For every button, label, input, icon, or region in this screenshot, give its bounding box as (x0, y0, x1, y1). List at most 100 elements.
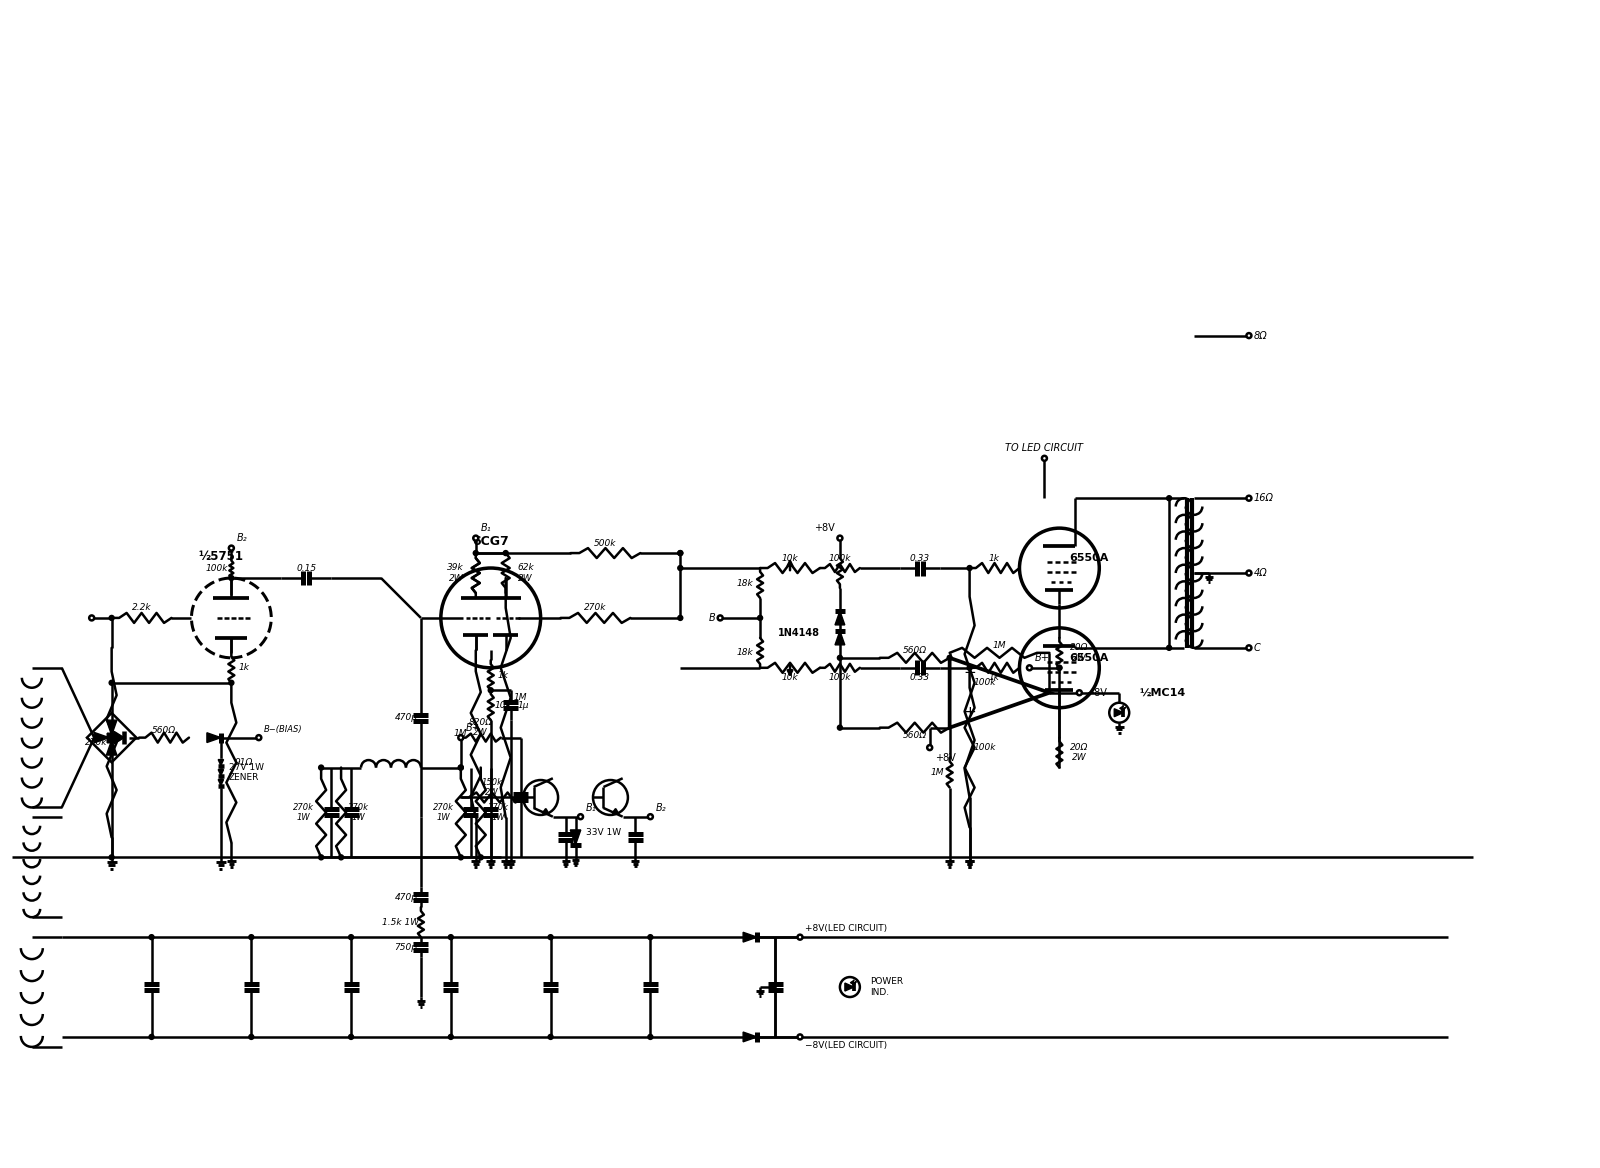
Circle shape (549, 1035, 554, 1040)
Text: −8V(LED CIRCUIT): −8V(LED CIRCUIT) (805, 1041, 886, 1050)
Text: 270k: 270k (85, 738, 107, 748)
Text: 470p: 470p (395, 892, 418, 902)
Text: 560Ω: 560Ω (902, 646, 926, 655)
Circle shape (458, 855, 464, 860)
Circle shape (1246, 646, 1251, 651)
Text: 820Ω
2W: 820Ω 2W (469, 718, 493, 737)
Text: 560Ω: 560Ω (152, 725, 176, 735)
Polygon shape (218, 759, 224, 765)
Circle shape (678, 550, 683, 556)
Text: 1M: 1M (514, 694, 528, 702)
Text: 20Ω
2W: 20Ω 2W (1070, 644, 1088, 662)
Circle shape (718, 616, 723, 620)
Text: 16Ω: 16Ω (1254, 493, 1274, 503)
Circle shape (648, 1035, 653, 1040)
Text: 0.33: 0.33 (910, 673, 930, 682)
Circle shape (458, 735, 464, 741)
Text: 10k: 10k (782, 673, 798, 682)
Circle shape (797, 934, 803, 939)
Text: 18k: 18k (736, 578, 754, 588)
Text: 1k: 1k (989, 554, 1000, 563)
Text: 100k: 100k (973, 743, 995, 752)
Polygon shape (107, 741, 117, 755)
Text: C: C (1254, 642, 1261, 653)
Text: B₂: B₂ (237, 533, 246, 543)
Circle shape (678, 550, 683, 556)
Circle shape (458, 765, 464, 770)
Text: 1M: 1M (992, 641, 1006, 649)
Circle shape (250, 1035, 254, 1040)
Text: B₁: B₁ (586, 802, 597, 813)
Circle shape (1042, 456, 1046, 461)
Text: 470p: 470p (395, 714, 418, 722)
Text: 270k: 270k (584, 604, 606, 612)
Circle shape (109, 680, 114, 686)
Circle shape (1058, 666, 1062, 670)
Text: 750p: 750p (395, 943, 418, 952)
Text: B₂: B₂ (656, 802, 666, 813)
Circle shape (458, 765, 464, 770)
Text: 20Ω
2W: 20Ω 2W (1070, 743, 1088, 763)
Text: 100k: 100k (973, 679, 995, 687)
Polygon shape (107, 721, 117, 735)
Polygon shape (742, 932, 757, 943)
Circle shape (339, 855, 344, 860)
Text: 100k: 100k (829, 673, 851, 682)
Text: 6CG7: 6CG7 (472, 535, 509, 548)
Polygon shape (218, 770, 224, 776)
Circle shape (474, 550, 478, 556)
Text: −8V: −8V (1086, 688, 1107, 697)
Text: B₁: B₁ (480, 523, 491, 533)
Text: 270k
1W: 270k 1W (434, 802, 454, 822)
Text: 18k: 18k (736, 648, 754, 658)
Circle shape (966, 666, 973, 670)
Text: 91Ω: 91Ω (235, 758, 253, 767)
Bar (86, 712, 136, 763)
Polygon shape (206, 732, 221, 743)
Text: 100k: 100k (829, 554, 851, 563)
Polygon shape (94, 732, 109, 743)
Text: 500k: 500k (594, 538, 616, 548)
Text: +: + (963, 705, 976, 721)
Text: 1M: 1M (454, 729, 467, 738)
Circle shape (504, 550, 509, 556)
Text: 270k
1W: 270k 1W (349, 802, 370, 822)
Circle shape (478, 855, 483, 860)
Text: 10k: 10k (782, 554, 798, 563)
Text: 1N4148: 1N4148 (778, 628, 819, 638)
Text: B: B (709, 613, 715, 623)
Circle shape (349, 934, 354, 939)
Text: 1.5k 1W: 1.5k 1W (382, 918, 419, 926)
Circle shape (837, 655, 842, 660)
Circle shape (229, 576, 234, 580)
Circle shape (549, 934, 554, 939)
Text: 0.33: 0.33 (910, 554, 930, 563)
Polygon shape (835, 631, 845, 645)
Text: −: − (963, 666, 976, 680)
Text: 560Ω: 560Ω (902, 731, 926, 739)
Circle shape (448, 1035, 453, 1040)
Text: B−(BIAS): B−(BIAS) (264, 724, 302, 734)
Polygon shape (570, 830, 581, 844)
Circle shape (1166, 646, 1171, 651)
Text: 2.2k: 2.2k (131, 604, 152, 612)
Text: B+: B+ (1035, 653, 1050, 662)
Text: +8V: +8V (814, 523, 835, 533)
Circle shape (109, 855, 114, 860)
Circle shape (318, 855, 323, 860)
Circle shape (648, 814, 653, 819)
Text: B+: B+ (466, 723, 480, 732)
Circle shape (678, 616, 683, 620)
Text: 6550A: 6550A (1069, 554, 1109, 563)
Text: 1k: 1k (498, 670, 509, 680)
Text: 0.15: 0.15 (296, 563, 317, 572)
Text: 100k: 100k (205, 563, 227, 572)
Circle shape (1166, 495, 1171, 501)
Circle shape (1246, 333, 1251, 338)
Circle shape (837, 725, 842, 730)
Circle shape (474, 536, 478, 541)
Text: 27V 1W
ZENER: 27V 1W ZENER (229, 763, 264, 783)
Polygon shape (742, 1033, 757, 1042)
Text: +8V: +8V (934, 752, 955, 763)
Circle shape (448, 934, 453, 939)
